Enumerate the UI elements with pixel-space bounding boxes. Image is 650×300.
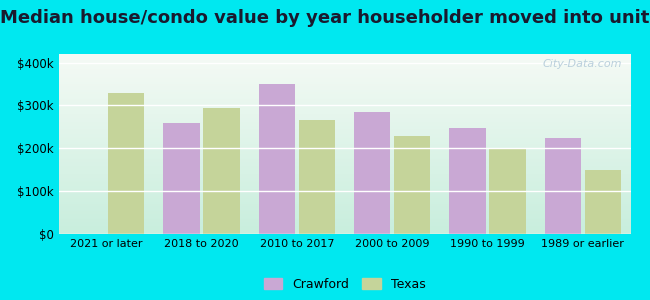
Bar bbox=[354, 112, 390, 234]
Bar bbox=[108, 93, 144, 234]
Bar bbox=[585, 170, 621, 234]
Legend: Crawford, Texas: Crawford, Texas bbox=[259, 273, 430, 296]
Bar bbox=[203, 108, 240, 234]
Text: City-Data.com: City-Data.com bbox=[542, 59, 622, 69]
Bar bbox=[394, 136, 430, 234]
Bar bbox=[299, 120, 335, 234]
Bar bbox=[489, 149, 526, 234]
Bar bbox=[163, 123, 200, 234]
Bar bbox=[545, 138, 581, 234]
Text: Median house/condo value by year householder moved into unit: Median house/condo value by year househo… bbox=[0, 9, 650, 27]
Bar bbox=[259, 84, 295, 234]
Bar bbox=[449, 128, 486, 234]
